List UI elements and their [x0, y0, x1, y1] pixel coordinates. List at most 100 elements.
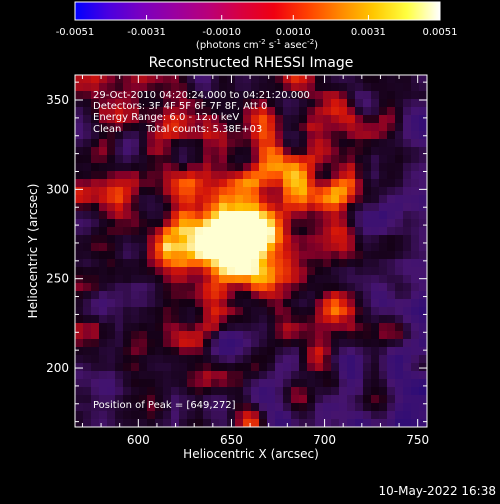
- image-pixel: [115, 107, 124, 116]
- image-pixel: [339, 211, 348, 220]
- image-pixel: [99, 235, 108, 244]
- image-pixel: [147, 267, 156, 276]
- image-pixel: [171, 91, 180, 100]
- image-pixel: [307, 355, 316, 364]
- image-pixel: [323, 179, 332, 188]
- image-pixel: [99, 99, 108, 108]
- image-pixel: [267, 355, 276, 364]
- image-pixel: [411, 307, 420, 316]
- image-pixel: [91, 331, 100, 340]
- image-pixel: [235, 331, 244, 340]
- image-pixel: [83, 195, 92, 204]
- image-pixel: [235, 299, 244, 308]
- image-pixel: [155, 147, 164, 156]
- image-pixel: [283, 291, 292, 300]
- image-pixel: [419, 107, 427, 116]
- image-pixel: [251, 323, 260, 332]
- image-pixel: [379, 299, 388, 308]
- image-pixel: [259, 283, 268, 292]
- image-pixel: [251, 403, 260, 412]
- colorbar-tick-label: -0.0010: [202, 27, 241, 38]
- image-pixel: [315, 371, 324, 380]
- image-pixel: [275, 323, 284, 332]
- image-pixel: [131, 75, 140, 84]
- image-pixel: [251, 275, 260, 284]
- image-pixel: [339, 235, 348, 244]
- image-pixel: [331, 243, 340, 252]
- image-pixel: [355, 131, 364, 140]
- image-pixel: [83, 419, 92, 427]
- image-pixel: [363, 99, 372, 108]
- image-pixel: [163, 179, 172, 188]
- image-pixel: [83, 307, 92, 316]
- image-pixel: [211, 283, 220, 292]
- image-pixel: [339, 323, 348, 332]
- image-pixel: [323, 371, 332, 380]
- image-pixel: [243, 283, 252, 292]
- image-pixel: [179, 403, 188, 412]
- image-pixel: [403, 283, 412, 292]
- image-pixel: [259, 179, 268, 188]
- image-pixel: [419, 179, 427, 188]
- image-pixel: [363, 107, 372, 116]
- image-pixel: [355, 403, 364, 412]
- image-pixel: [211, 139, 220, 148]
- image-pixel: [315, 323, 324, 332]
- image-pixel: [131, 299, 140, 308]
- image-pixel: [387, 395, 396, 404]
- image-pixel: [131, 163, 140, 172]
- image-pixel: [259, 315, 268, 324]
- image-pixel: [123, 315, 132, 324]
- image-pixel: [75, 331, 84, 340]
- image-pixel: [339, 267, 348, 276]
- image-pixel: [91, 195, 100, 204]
- image-pixel: [147, 83, 156, 92]
- image-pixel: [259, 355, 268, 364]
- image-pixel: [283, 123, 292, 132]
- image-pixel: [179, 339, 188, 348]
- image-pixel: [283, 131, 292, 140]
- image-pixel: [291, 179, 300, 188]
- image-pixel: [75, 251, 84, 260]
- image-pixel: [131, 259, 140, 268]
- image-pixel: [347, 331, 356, 340]
- image-pixel: [131, 251, 140, 260]
- image-pixel: [219, 331, 228, 340]
- image-pixel: [235, 83, 244, 92]
- image-pixel: [299, 211, 308, 220]
- image-pixel: [203, 115, 212, 124]
- image-pixel: [99, 347, 108, 356]
- image-pixel: [187, 219, 196, 228]
- image-pixel: [291, 131, 300, 140]
- image-pixel: [347, 307, 356, 316]
- image-pixel: [291, 275, 300, 284]
- image-pixel: [187, 323, 196, 332]
- image-pixel: [211, 243, 220, 252]
- image-pixel: [83, 355, 92, 364]
- image-pixel: [115, 379, 124, 388]
- image-pixel: [259, 91, 268, 100]
- image-pixel: [331, 235, 340, 244]
- image-pixel: [275, 363, 284, 372]
- image-pixel: [99, 403, 108, 412]
- image-pixel: [139, 211, 148, 220]
- image-pixel: [171, 187, 180, 196]
- image-pixel: [195, 355, 204, 364]
- image-pixel: [163, 419, 172, 427]
- image-pixel: [227, 283, 236, 292]
- image-pixel: [299, 227, 308, 236]
- image-pixel: [235, 403, 244, 412]
- image-pixel: [339, 363, 348, 372]
- image-pixel: [91, 227, 100, 236]
- image-pixel: [147, 147, 156, 156]
- image-pixel: [267, 179, 276, 188]
- image-pixel: [163, 331, 172, 340]
- image-pixel: [307, 139, 316, 148]
- image-pixel: [403, 171, 412, 180]
- image-pixel: [371, 75, 380, 84]
- image-pixel: [147, 387, 156, 396]
- image-pixel: [339, 291, 348, 300]
- image-pixel: [147, 99, 156, 108]
- colorbar-tick-label: 0.0051: [423, 27, 458, 38]
- image-pixel: [355, 203, 364, 212]
